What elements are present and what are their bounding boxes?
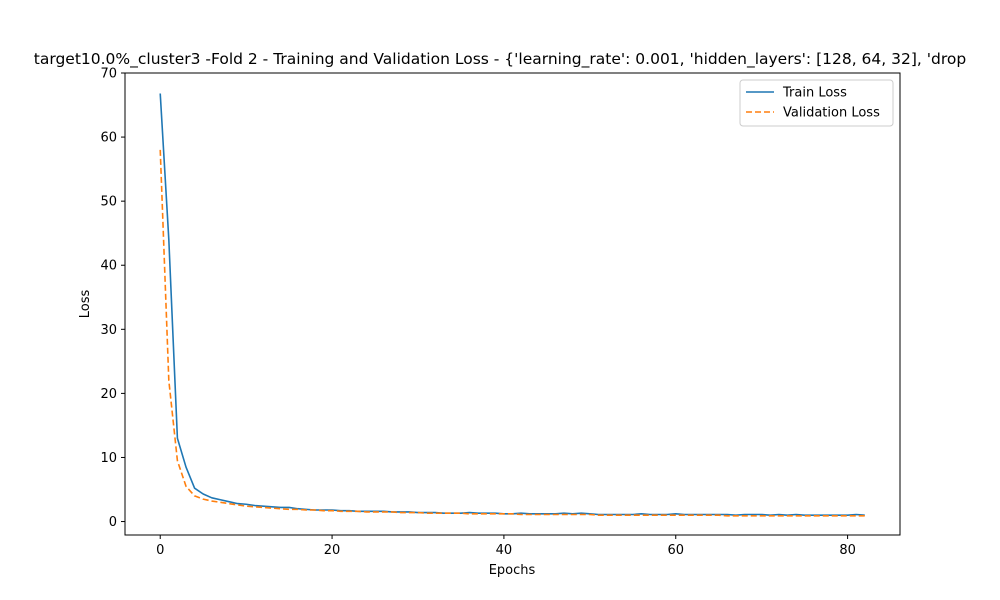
x-axis-label: Epochs	[489, 563, 536, 578]
x-tick-label: 20	[324, 543, 341, 558]
y-tick-label: 10	[100, 451, 117, 466]
y-tick-label: 60	[100, 131, 117, 146]
chart-title: target10.0%_cluster3 -Fold 2 - Training …	[34, 50, 966, 69]
y-tick-label: 20	[100, 387, 117, 402]
x-tick-label: 0	[156, 543, 164, 558]
series-line-validation-loss	[159, 149, 865, 517]
y-tick-label: 50	[100, 195, 117, 210]
series-line-train-loss	[159, 93, 865, 516]
y-tick-label: 0	[109, 515, 117, 530]
axes-frame	[124, 72, 901, 536]
x-tick-label: 40	[496, 543, 513, 558]
y-tick-label: 30	[100, 323, 117, 338]
y-tick-label: 70	[100, 67, 117, 82]
y-tick-label: 40	[100, 259, 117, 274]
plot-area: 0 20 40 60 80 0 10 20 30 40 50 60 70	[100, 67, 901, 558]
legend: Train Loss Validation Loss	[739, 79, 894, 127]
legend-label: Train Loss	[782, 86, 847, 101]
x-tick-label: 60	[667, 543, 684, 558]
legend-box	[739, 79, 894, 127]
y-axis-label: Loss	[78, 290, 93, 319]
legend-label: Validation Loss	[783, 106, 880, 121]
x-tick-label: 80	[839, 543, 856, 558]
